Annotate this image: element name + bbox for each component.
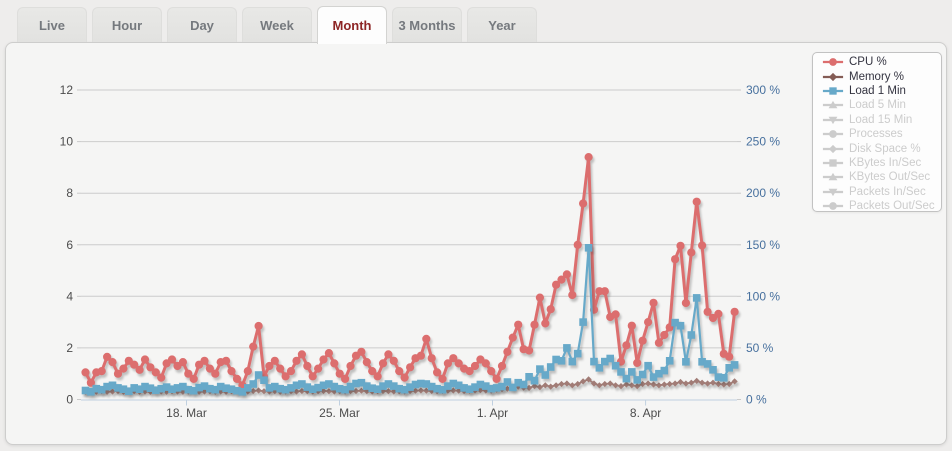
svg-text:25. Mar: 25. Mar [319,406,360,420]
svg-text:12: 12 [60,83,74,97]
svg-text:0: 0 [66,393,73,407]
svg-text:4: 4 [66,289,73,303]
svg-text:10: 10 [60,135,74,149]
svg-text:250 %: 250 % [746,135,780,149]
svg-text:300 %: 300 % [746,83,780,97]
svg-text:50 %: 50 % [746,341,774,355]
svg-text:100 %: 100 % [746,289,780,303]
svg-text:1. Apr: 1. Apr [477,406,508,420]
svg-text:2: 2 [66,341,73,355]
svg-text:200 %: 200 % [746,186,780,200]
svg-text:6: 6 [66,238,73,252]
svg-text:8. Apr: 8. Apr [630,406,661,420]
svg-text:8: 8 [66,186,73,200]
svg-text:18. Mar: 18. Mar [166,406,207,420]
svg-text:0 %: 0 % [746,393,767,407]
svg-text:150 %: 150 % [746,238,780,252]
